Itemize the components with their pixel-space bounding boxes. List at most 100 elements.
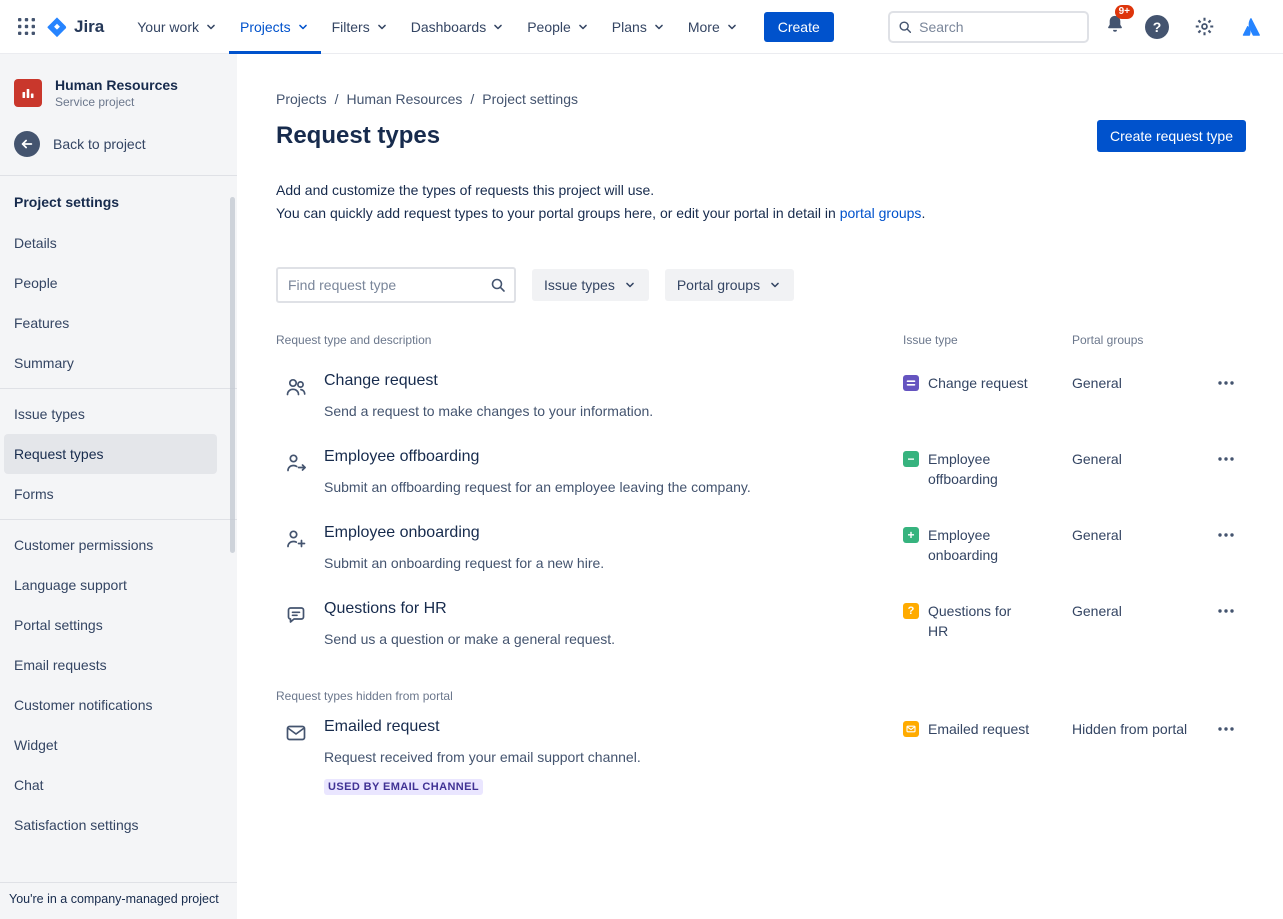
header-portal-groups: Portal groups xyxy=(1072,333,1210,347)
project-name: Human Resources xyxy=(55,76,178,94)
chevron-down-icon xyxy=(576,20,590,34)
nav-label: Plans xyxy=(612,19,647,35)
issue-type-label: Questions for HR xyxy=(928,601,1034,641)
jira-logo[interactable]: Jira xyxy=(46,16,104,38)
nav-filters[interactable]: Filters xyxy=(321,0,400,54)
sidebar-group-types: Issue types Request types Forms xyxy=(0,389,237,519)
nav-your-work[interactable]: Your work xyxy=(126,0,229,54)
chevron-down-icon xyxy=(623,278,637,292)
nav-label: Filters xyxy=(332,19,370,35)
description-suffix: . xyxy=(921,205,925,221)
portal-groups-filter[interactable]: Portal groups xyxy=(665,269,794,301)
sidebar-section-title: Project settings xyxy=(0,176,237,218)
sidebar-item-customer-permissions[interactable]: Customer permissions xyxy=(4,525,217,565)
issue-type-label: Employee offboarding xyxy=(928,449,1034,489)
page-description: Add and customize the types of requests … xyxy=(276,179,996,225)
sidebar-group-general: Details People Features Summary xyxy=(0,218,237,388)
sidebar-item-people[interactable]: People xyxy=(4,263,217,303)
back-to-project-button[interactable]: Back to project xyxy=(0,119,237,175)
create-request-type-button[interactable]: Create request type xyxy=(1097,120,1246,152)
nav-label: Your work xyxy=(137,19,199,35)
speech-bubble-icon xyxy=(284,603,308,649)
portal-groups-filter-label: Portal groups xyxy=(677,277,760,293)
sidebar-item-email-requests[interactable]: Email requests xyxy=(4,645,217,685)
nav-label: More xyxy=(688,19,720,35)
app-switcher-icon[interactable] xyxy=(10,11,42,43)
hidden-section-title: Request types hidden from portal xyxy=(276,689,1246,703)
search-input[interactable] xyxy=(919,19,1079,35)
help-icon xyxy=(1145,15,1169,39)
sidebar-item-customer-notifications[interactable]: Customer notifications xyxy=(4,685,217,725)
ellipsis-icon xyxy=(1216,449,1236,469)
sidebar-item-details[interactable]: Details xyxy=(4,223,217,263)
create-button[interactable]: Create xyxy=(764,12,834,42)
sidebar-item-issue-types[interactable]: Issue types xyxy=(4,394,217,434)
request-type-description: Submit an onboarding request for a new h… xyxy=(324,553,604,573)
nav-label: People xyxy=(527,19,571,35)
request-type-link[interactable]: Emailed request xyxy=(324,717,440,737)
sidebar-item-language-support[interactable]: Language support xyxy=(4,565,217,605)
table-row: Employee onboarding Submit an onboarding… xyxy=(276,511,1246,587)
global-search[interactable] xyxy=(888,11,1089,43)
request-type-link[interactable]: Employee onboarding xyxy=(324,523,480,543)
more-actions-button[interactable] xyxy=(1210,367,1242,399)
sidebar-item-widget[interactable]: Widget xyxy=(4,725,217,765)
table-header: Request type and description Issue type … xyxy=(276,333,1246,359)
ellipsis-icon xyxy=(1216,719,1236,739)
request-type-description: Submit an offboarding request for an emp… xyxy=(324,477,751,497)
sidebar-item-portal-settings[interactable]: Portal settings xyxy=(4,605,217,645)
settings-button[interactable] xyxy=(1188,11,1220,43)
sidebar-item-request-types[interactable]: Request types xyxy=(4,434,217,474)
chevron-down-icon xyxy=(296,20,310,34)
breadcrumb-separator: / xyxy=(335,91,339,107)
breadcrumb-projects[interactable]: Projects xyxy=(276,91,327,107)
help-button[interactable] xyxy=(1141,11,1173,43)
back-arrow-icon xyxy=(14,131,40,157)
request-type-description: Send a request to make changes to your i… xyxy=(324,401,653,421)
more-actions-button[interactable] xyxy=(1210,595,1242,627)
portal-group-value: General xyxy=(1072,523,1210,545)
nav-plans[interactable]: Plans xyxy=(601,0,677,54)
nav-people[interactable]: People xyxy=(516,0,601,54)
page-header: Request types Create request type xyxy=(276,120,1246,152)
chevron-down-icon xyxy=(491,20,505,34)
more-actions-button[interactable] xyxy=(1210,519,1242,551)
person-leave-icon xyxy=(284,451,308,497)
issue-type-icon xyxy=(903,721,919,737)
sidebar-group-channels: Customer permissions Language support Po… xyxy=(0,520,237,850)
atlassian-profile-button[interactable] xyxy=(1235,11,1267,43)
table-row: Change request Send a request to make ch… xyxy=(276,359,1246,435)
sidebar-item-chat[interactable]: Chat xyxy=(4,765,217,805)
breadcrumb-project[interactable]: Human Resources xyxy=(346,91,462,107)
sidebar-item-summary[interactable]: Summary xyxy=(4,343,217,383)
nav-more[interactable]: More xyxy=(677,0,750,54)
issue-types-filter[interactable]: Issue types xyxy=(532,269,649,301)
more-actions-button[interactable] xyxy=(1210,443,1242,475)
request-type-link[interactable]: Questions for HR xyxy=(324,599,447,619)
portal-group-value: Hidden from portal xyxy=(1072,717,1210,739)
breadcrumb-project-settings[interactable]: Project settings xyxy=(482,91,578,107)
issue-type-icon xyxy=(903,451,919,467)
more-actions-button[interactable] xyxy=(1210,713,1242,745)
envelope-icon xyxy=(284,721,308,795)
sidebar-scrollbar[interactable] xyxy=(230,197,235,553)
sidebar-item-features[interactable]: Features xyxy=(4,303,217,343)
find-request-type-input[interactable] xyxy=(276,267,516,303)
sidebar-item-satisfaction-settings[interactable]: Satisfaction settings xyxy=(4,805,217,845)
request-type-link[interactable]: Change request xyxy=(324,371,438,391)
portal-groups-link[interactable]: portal groups xyxy=(840,205,922,221)
search-icon xyxy=(898,19,912,35)
request-type-link[interactable]: Employee offboarding xyxy=(324,447,479,467)
notifications-button[interactable]: 9+ xyxy=(1104,13,1126,40)
nav-projects[interactable]: Projects xyxy=(229,0,321,54)
chevron-down-icon xyxy=(375,20,389,34)
issue-type-label: Change request xyxy=(928,373,1028,393)
sidebar-item-forms[interactable]: Forms xyxy=(4,474,217,514)
find-request-type-field xyxy=(276,267,516,303)
header-request-type: Request type and description xyxy=(276,333,903,347)
ellipsis-icon xyxy=(1216,373,1236,393)
breadcrumb-separator: / xyxy=(470,91,474,107)
portal-group-value: General xyxy=(1072,447,1210,469)
nav-dashboards[interactable]: Dashboards xyxy=(400,0,517,54)
ellipsis-icon xyxy=(1216,601,1236,621)
